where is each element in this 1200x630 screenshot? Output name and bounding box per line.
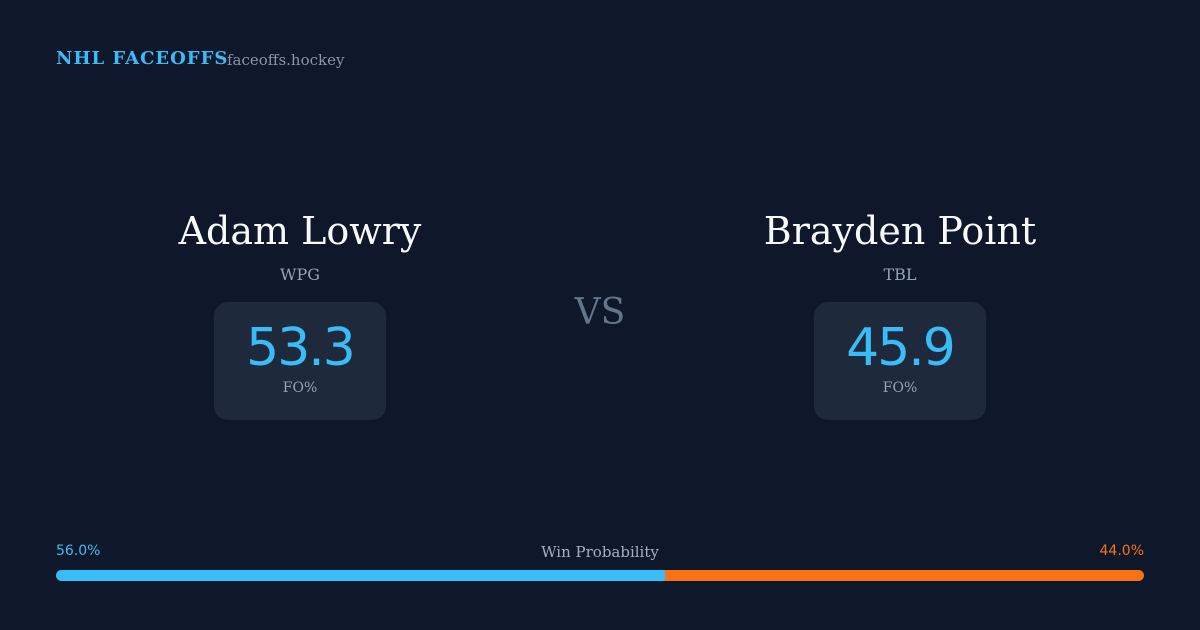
vs: VS	[574, 292, 626, 333]
win-prob-label: 44.0%	[1099, 543, 1144, 559]
player-name: Adam Lowry	[178, 209, 422, 253]
fo-pct: 53.3	[246, 318, 356, 378]
win-prob-title: Win Probability	[541, 543, 659, 561]
player-card: Brayden Point TBL 45.9 FO%	[650, 205, 1150, 420]
team: WPG	[280, 265, 320, 284]
fo-label: FO%	[282, 380, 318, 396]
fo-label: FO%	[882, 380, 918, 396]
fo-pct: 45.9	[846, 318, 956, 378]
brand-title: NHL FACEOFFS	[56, 48, 229, 69]
stat-box: 45.9 FO%	[814, 302, 986, 420]
win-prob-bar	[56, 570, 1144, 581]
win-prob-label: 56.0%	[56, 543, 101, 559]
player-name: Brayden Point	[763, 209, 1037, 253]
stat-box: 53.3 FO%	[214, 302, 386, 420]
player-card: Adam Lowry WPG 53.3 FO%	[50, 205, 550, 420]
team: TBL	[883, 265, 917, 284]
win-prob-segment	[56, 570, 666, 581]
site-name: faceoffs.hockey	[227, 51, 345, 69]
win-prob-segment	[665, 570, 1144, 581]
